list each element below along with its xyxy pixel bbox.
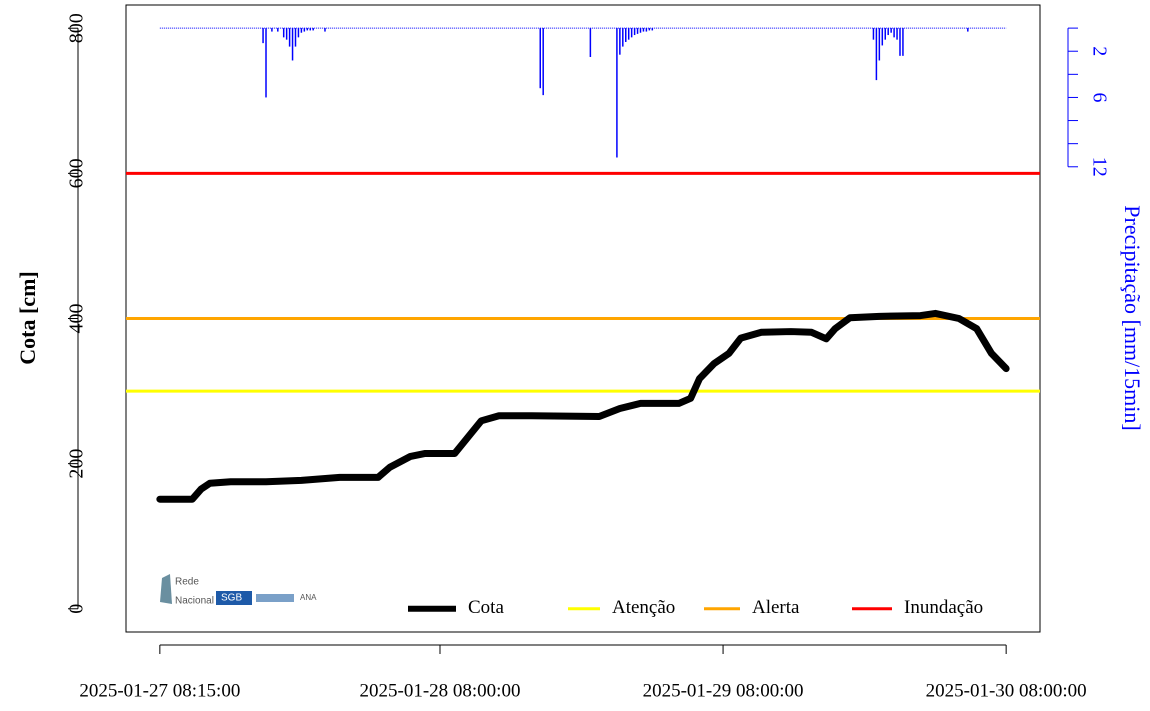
y2-tick-label: 2 (1088, 46, 1110, 56)
y-tick-label: 0 (66, 604, 88, 614)
legend-label: Inundação (904, 597, 983, 618)
x-tick-label: 2025-01-27 08:15:00 (79, 680, 240, 701)
y2-tick-label: 6 (1088, 92, 1110, 102)
y-tick-label: 600 (66, 158, 88, 188)
x-tick-label: 2025-01-29 08:00:00 (643, 680, 804, 701)
y2-axis-label: Precipitação [mm/15min] (1120, 205, 1145, 430)
logos (160, 574, 294, 605)
y-tick-label: 400 (66, 304, 88, 334)
y-tick-label: 800 (66, 13, 88, 43)
y-tick-label: 200 (66, 449, 88, 479)
logo-text: Nacional (175, 596, 214, 607)
logo-text: ANA (300, 593, 317, 602)
cota-line (156, 309, 1010, 503)
legend-label: Atenção (612, 597, 675, 618)
y-axis-label: Cota [cm] (15, 271, 40, 364)
x-tick-label: 2025-01-28 08:00:00 (360, 680, 521, 701)
logo-shape (216, 591, 252, 605)
logo-shape (256, 594, 294, 602)
x-tick-label: 2025-01-30 08:00:00 (926, 680, 1087, 701)
logo-text: Rede (175, 577, 199, 588)
legend-label: Cota (468, 597, 504, 618)
logo-shape (160, 574, 172, 604)
legend-label: Alerta (752, 597, 800, 618)
y2-tick-label: 12 (1088, 157, 1110, 177)
logo-text: SGB (221, 593, 242, 604)
